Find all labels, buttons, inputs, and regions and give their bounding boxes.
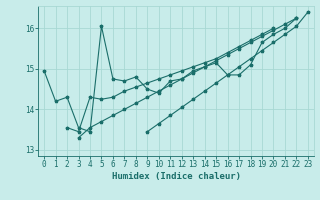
X-axis label: Humidex (Indice chaleur): Humidex (Indice chaleur)	[111, 172, 241, 181]
